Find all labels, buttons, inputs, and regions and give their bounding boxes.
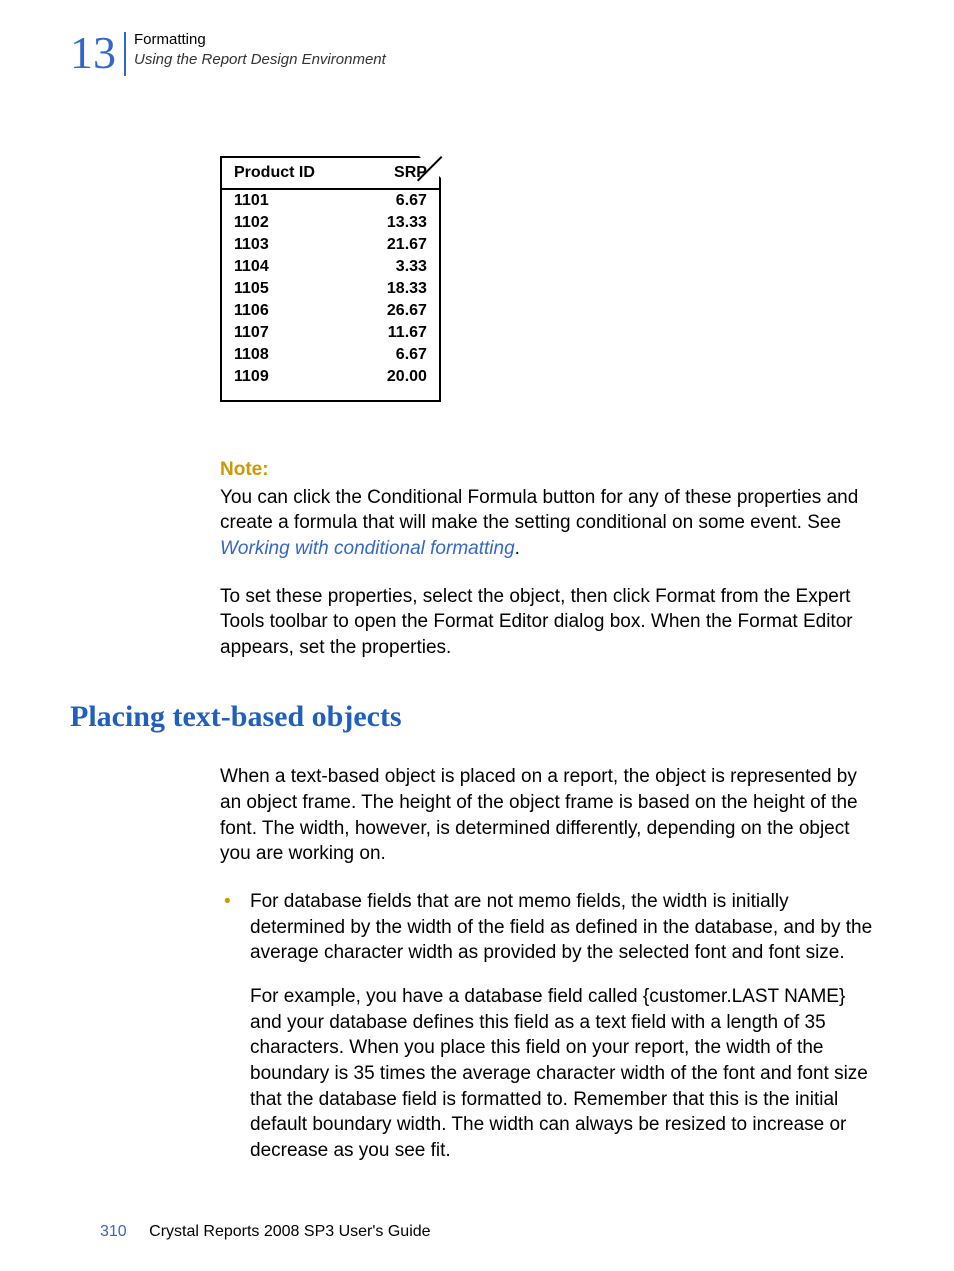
footer-doc-title: Crystal Reports 2008 SP3 User's Guide <box>149 1223 430 1240</box>
page-header: 13 Formatting Using the Report Design En… <box>70 30 884 76</box>
cell-srp: 18.33 <box>375 278 440 300</box>
page-footer: 310 Crystal Reports 2008 SP3 User's Guid… <box>100 1223 884 1241</box>
header-divider <box>124 32 126 76</box>
paragraph-intro: When a text-based object is placed on a … <box>220 764 874 867</box>
table-header-row: Product ID SRP <box>221 157 440 189</box>
cell-srp: 6.67 <box>375 189 440 212</box>
note-text: You can click the Conditional Formula bu… <box>220 487 858 534</box>
note-paragraph: You can click the Conditional Formula bu… <box>220 485 874 562</box>
cell-srp: 20.00 <box>375 366 440 401</box>
table-row: 110711.67 <box>221 322 440 344</box>
note-label: Note: <box>220 457 874 483</box>
bullet-text-first: For database fields that are not memo fi… <box>250 891 872 963</box>
header-subtitle: Using the Report Design Environment <box>134 50 386 70</box>
header-text-block: Formatting Using the Report Design Envir… <box>134 30 386 69</box>
paragraph-format-instructions: To set these properties, select the obje… <box>220 584 874 661</box>
page-number: 310 <box>100 1223 127 1240</box>
note-after-link: . <box>515 538 520 559</box>
table-row: 110920.00 <box>221 366 440 401</box>
product-srp-table: Product ID SRP 11016.67 110213.33 110321… <box>220 156 441 402</box>
table-row: 110626.67 <box>221 300 440 322</box>
table-row: 11043.33 <box>221 256 440 278</box>
cell-srp: 26.67 <box>375 300 440 322</box>
table-row: 110321.67 <box>221 234 440 256</box>
cell-srp: 3.33 <box>375 256 440 278</box>
cell-id: 1101 <box>221 189 375 212</box>
table-row: 110518.33 <box>221 278 440 300</box>
table-row: 11086.67 <box>221 344 440 366</box>
cell-id: 1106 <box>221 300 375 322</box>
header-title: Formatting <box>134 30 386 50</box>
cell-id: 1109 <box>221 366 375 401</box>
cell-srp: 11.67 <box>375 322 440 344</box>
bullet-sub-paragraph: For example, you have a database field c… <box>250 984 874 1163</box>
section-body: When a text-based object is placed on a … <box>220 764 874 1163</box>
section-heading: Placing text-based objects <box>70 700 884 734</box>
table-row: 11016.67 <box>221 189 440 212</box>
cell-srp: 21.67 <box>375 234 440 256</box>
list-item: For database fields that are not memo fi… <box>220 889 874 1163</box>
cell-id: 1108 <box>221 344 375 366</box>
bullet-list: For database fields that are not memo fi… <box>220 889 874 1163</box>
example-table-figure: Product ID SRP 11016.67 110213.33 110321… <box>220 156 441 402</box>
table-row: 110213.33 <box>221 212 440 234</box>
chapter-number: 13 <box>70 30 116 76</box>
cell-srp: 13.33 <box>375 212 440 234</box>
body-content: Note: You can click the Conditional Form… <box>220 457 874 660</box>
cell-id: 1105 <box>221 278 375 300</box>
page-container: 13 Formatting Using the Report Design En… <box>0 0 954 1271</box>
cell-srp: 6.67 <box>375 344 440 366</box>
col-header-product-id: Product ID <box>221 157 375 189</box>
cell-id: 1107 <box>221 322 375 344</box>
cell-id: 1103 <box>221 234 375 256</box>
dogear-fold-line <box>417 156 441 180</box>
note-link[interactable]: Working with conditional formatting <box>220 538 515 559</box>
cell-id: 1104 <box>221 256 375 278</box>
cell-id: 1102 <box>221 212 375 234</box>
